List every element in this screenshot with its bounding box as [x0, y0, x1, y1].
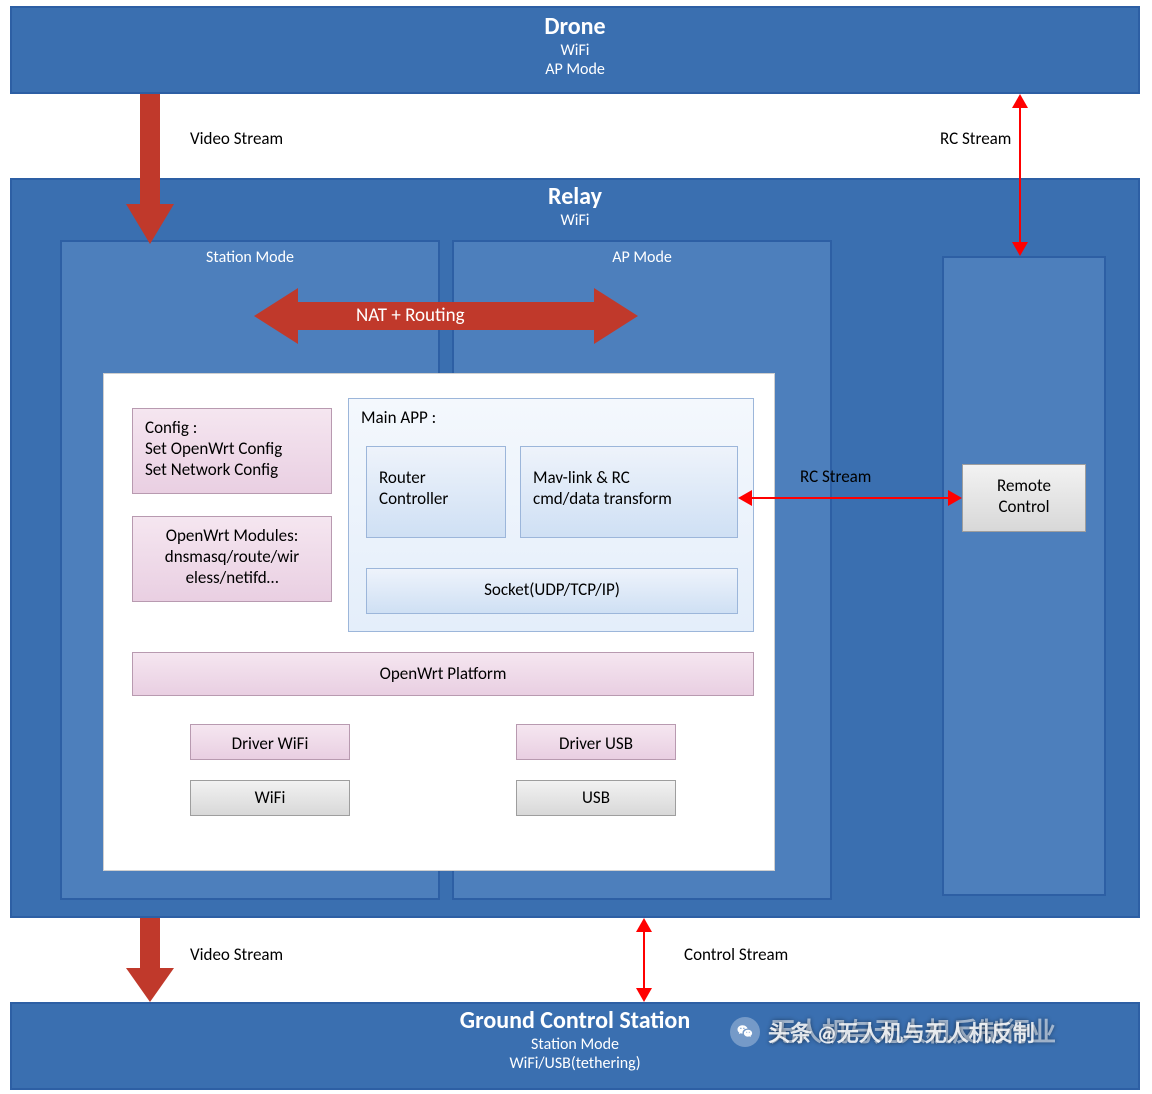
- router-box: Router Controller: [366, 446, 506, 538]
- driver-usb-box: Driver USB: [516, 724, 676, 760]
- arrow-rc-mid: [738, 486, 962, 510]
- label-rc-top: RC Stream: [940, 128, 1011, 149]
- rc-column: [942, 256, 1106, 896]
- remote-l2: Control: [973, 496, 1075, 517]
- usb-label: USB: [582, 787, 610, 808]
- platform-label: OpenWrt Platform: [380, 663, 507, 684]
- mavlink-box: Mav-link & RC cmd/data transform: [520, 446, 738, 538]
- drone-title: Drone: [12, 12, 1138, 41]
- label-video-bot: Video Stream: [190, 944, 283, 965]
- watermark-text: 头条 @无人机与无人机反制: [768, 1016, 1035, 1048]
- ap-label: AP Mode: [454, 242, 830, 267]
- gcs-sub2: WiFi/USB(tethering): [12, 1054, 1138, 1073]
- relay-sub: WiFi: [12, 211, 1138, 230]
- config-box: Config : Set OpenWrt Config Set Network …: [132, 408, 332, 494]
- config-l3: Set Network Config: [145, 459, 319, 480]
- label-rc-mid: RC Stream: [800, 466, 871, 487]
- relay-title: Relay: [12, 182, 1138, 211]
- socket-label: Socket(UDP/TCP/IP): [484, 579, 620, 600]
- modules-l3: eless/netifd…: [145, 567, 319, 588]
- arrow-video-top: [126, 94, 174, 244]
- platform-box: OpenWrt Platform: [132, 652, 754, 696]
- arrow-rc-top: [1008, 94, 1032, 256]
- mavlink-l2: cmd/data transform: [533, 488, 725, 509]
- station-label: Station Mode: [62, 242, 438, 267]
- remote-control-box: Remote Control: [962, 464, 1086, 532]
- wifi-box: WiFi: [190, 780, 350, 816]
- label-control-stream: Control Stream: [684, 944, 788, 965]
- watermark: 无人机与无人机反制行业 头条 @无人机与无人机反制: [730, 1016, 1035, 1048]
- router-l2: Controller: [379, 488, 493, 509]
- usb-box: USB: [516, 780, 676, 816]
- config-l1: Config :: [145, 417, 319, 438]
- driver-wifi-box: Driver WiFi: [190, 724, 350, 760]
- modules-box: OpenWrt Modules: dnsmasq/route/wir eless…: [132, 516, 332, 602]
- mainapp-label: Main APP :: [361, 407, 741, 428]
- arrow-video-bot: [126, 918, 174, 1002]
- router-l1: Router: [379, 467, 493, 488]
- mavlink-l1: Mav-link & RC: [533, 467, 725, 488]
- label-nat: NAT + Routing: [356, 304, 465, 327]
- wechat-icon: [730, 1017, 760, 1047]
- drone-panel: Drone WiFi AP Mode: [10, 6, 1140, 94]
- drone-sub1: WiFi: [12, 41, 1138, 60]
- label-video-top: Video Stream: [190, 128, 283, 149]
- modules-l1: OpenWrt Modules:: [145, 525, 319, 546]
- driver-usb-label: Driver USB: [559, 733, 633, 754]
- config-l2: Set OpenWrt Config: [145, 438, 319, 459]
- modules-l2: dnsmasq/route/wir: [145, 546, 319, 567]
- driver-wifi-label: Driver WiFi: [232, 733, 309, 754]
- wifi-label: WiFi: [255, 787, 286, 808]
- remote-l1: Remote: [973, 475, 1075, 496]
- socket-box: Socket(UDP/TCP/IP): [366, 568, 738, 614]
- arrow-control-stream: [632, 918, 656, 1002]
- drone-sub2: AP Mode: [12, 60, 1138, 79]
